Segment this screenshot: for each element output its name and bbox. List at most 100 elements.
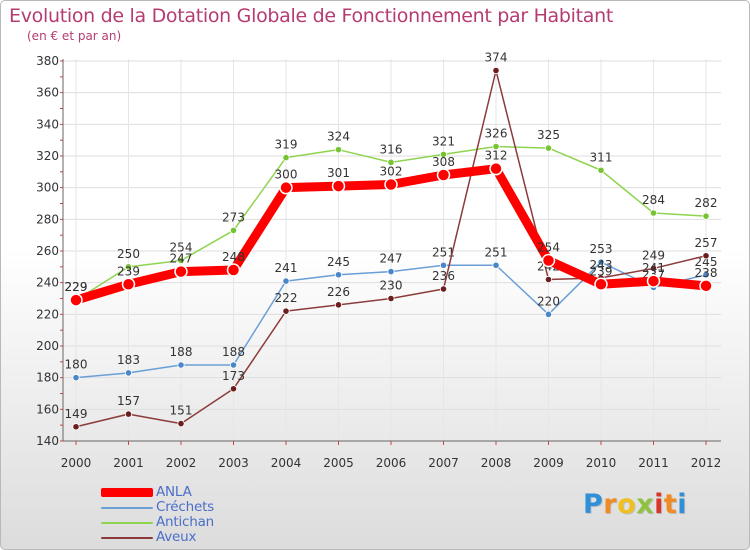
data-label: 239 [590, 264, 613, 278]
series-antichan: 229 250 254 273 319 324 316 321 326 325 311 284 282 [65, 127, 717, 304]
data-label: 226 [327, 285, 350, 299]
legend-swatch [101, 537, 153, 539]
data-label: 157 [117, 394, 140, 408]
data-point [124, 263, 133, 271]
data-label: 253 [590, 242, 613, 256]
data-label: 249 [642, 248, 665, 262]
data-label: 239 [117, 264, 140, 278]
data-label: 245 [327, 255, 350, 269]
data-point [229, 226, 238, 235]
data-point [331, 179, 346, 193]
logo-letter: r [603, 489, 618, 520]
x-tick-label: 2008 [481, 456, 512, 470]
y-tick-label: 280 [36, 212, 59, 226]
data-label: 301 [327, 166, 350, 180]
data-point [436, 168, 451, 182]
data-label: 173 [222, 369, 245, 383]
data-point [439, 150, 448, 159]
data-label: 374 [485, 51, 508, 65]
data-point [492, 142, 500, 151]
y-tick-label: 240 [36, 276, 59, 290]
data-label: 251 [432, 245, 455, 259]
data-point [177, 361, 185, 369]
legend-swatch [101, 507, 153, 509]
data-point [72, 423, 80, 431]
x-tick-label: 2007 [428, 456, 459, 470]
data-point [229, 361, 238, 369]
data-point [279, 180, 293, 195]
data-point [597, 258, 605, 266]
series-aveux: 149157151173222226230236374242243249257 [65, 51, 718, 431]
data-label: 183 [117, 353, 140, 367]
data-label: 316 [380, 142, 403, 156]
y-tick-label: 300 [36, 181, 59, 195]
y-tick-label: 320 [36, 149, 59, 163]
data-point [387, 267, 395, 276]
data-point [492, 261, 500, 269]
y-tick-label: 360 [36, 86, 59, 100]
y-tick-label: 220 [36, 307, 59, 321]
x-tick-label: 2010 [586, 456, 617, 470]
data-point [492, 66, 500, 75]
x-tick-label: 2009 [533, 456, 564, 470]
legend-item: Créchets [101, 499, 301, 515]
logo-letter: x [636, 489, 655, 520]
data-label: 251 [485, 245, 508, 259]
legend-swatch [101, 488, 153, 497]
data-point [282, 307, 290, 315]
data-label: 230 [380, 279, 403, 293]
legend-label: Créchets [156, 499, 214, 515]
legend: ANLA Créchets Antichan Aveux [101, 484, 301, 545]
legend-swatch [101, 522, 153, 524]
logo-letter: o [617, 489, 637, 520]
data-label: 254 [537, 241, 560, 255]
data-point [387, 294, 395, 303]
data-label: 149 [65, 407, 88, 421]
legend-label: Aveux [156, 529, 197, 545]
data-point [544, 275, 553, 284]
data-point [387, 158, 395, 166]
data-point [489, 161, 503, 176]
data-point [544, 144, 553, 152]
plot-area [63, 59, 721, 441]
data-point [699, 279, 713, 293]
y-tick-label: 260 [36, 244, 59, 258]
data-point [649, 209, 658, 217]
data-label: 243 [590, 258, 613, 272]
data-point [334, 271, 343, 279]
x-tick-label: 2006 [376, 456, 407, 470]
data-label: 284 [642, 193, 665, 207]
data-point [334, 301, 343, 309]
data-point [229, 385, 238, 393]
series-anla: 229 239 247 248 300 301 302 308 312 254 239 241 238 [65, 149, 717, 307]
data-label: 308 [432, 155, 455, 169]
chart-title: Evolution de la Dotation Globale de Fonc… [9, 5, 614, 27]
y-tick-label: 340 [36, 117, 59, 131]
x-tick-label: 2012 [691, 456, 722, 470]
data-label: 188 [222, 345, 245, 359]
data-point [174, 264, 188, 279]
y-tick-label: 140 [36, 434, 59, 448]
x-tick-label: 2001 [113, 456, 144, 470]
data-point [69, 293, 83, 307]
logo-letter: t [663, 489, 678, 520]
y-tick-label: 380 [36, 54, 59, 68]
legend-item: Antichan [101, 514, 301, 530]
data-point [226, 263, 241, 277]
data-point [124, 410, 133, 418]
logo-letter: i [654, 489, 664, 520]
data-point [702, 212, 710, 220]
data-label: 188 [170, 345, 193, 359]
y-tick-label: 180 [36, 371, 59, 385]
data-label: 324 [327, 130, 350, 144]
y-tick-label: 160 [36, 402, 59, 416]
data-label: 245 [695, 255, 718, 269]
legend-label: Antichan [156, 514, 215, 530]
x-tick-label: 2003 [218, 456, 249, 470]
data-label: 254 [170, 241, 193, 255]
data-label: 257 [695, 236, 718, 250]
legend-item: Aveux [101, 529, 301, 545]
data-point [384, 177, 398, 192]
data-label: 273 [222, 210, 245, 224]
data-point [72, 374, 80, 382]
